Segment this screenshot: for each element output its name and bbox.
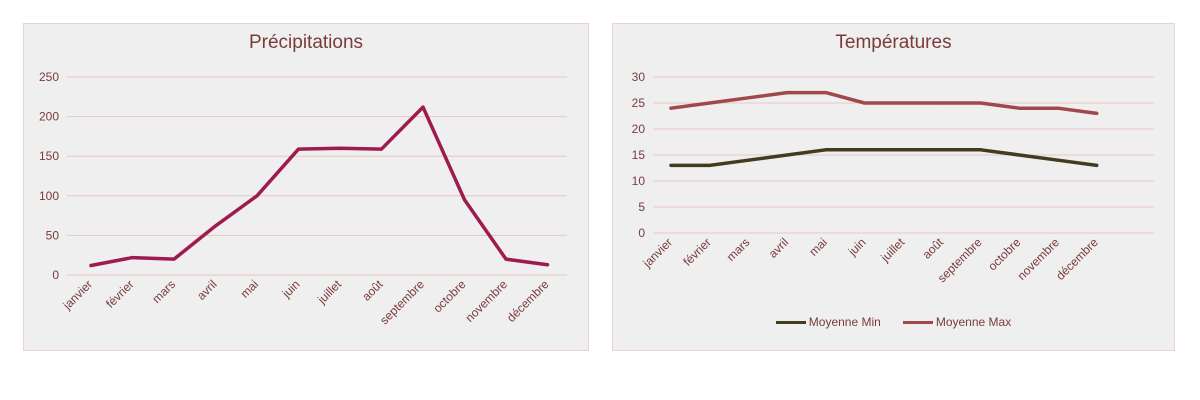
temp-data-point [901,101,905,105]
temp-x-tick-label: octobre [985,235,1023,273]
temp-y-tick-label: 0 [638,226,645,240]
temp-data-point [746,96,750,100]
legend-item-min[interactable]: Moyenne Min [775,315,881,329]
temp-x-tick-label: décembre [1053,235,1101,283]
precip-data-point [255,194,259,198]
precip-x-tick-label: novembre [462,277,510,325]
temp-data-point [746,158,750,162]
precip-x-tick-label: mars [149,277,178,306]
temp-x-tick-label: avril [766,235,791,260]
temp-data-point [1017,106,1021,110]
temperature-chart-title: Températures [835,32,952,53]
precip-y-tick-label: 150 [39,149,59,163]
temperature-chart-panel: Températures 0 5 10 15 20 25 30 janvier février m… [612,23,1175,351]
precip-data-point [380,147,383,151]
temp-y-tick-label: 15 [632,148,646,162]
temp-data-point [979,101,983,105]
precip-x-tick-label: juillet [314,277,344,307]
legend-label-max: Moyenne Max [935,315,1012,329]
legend-item-max[interactable]: Moyenne Max [902,315,1012,329]
precip-y-tick-label: 100 [39,189,59,203]
precip-x-tick-label: février [103,277,136,310]
precip-data-point [504,257,508,261]
temp-y-tick-label: 5 [638,200,645,214]
precip-data-point [131,256,134,260]
temp-x-tick-label: mars [724,235,753,264]
precip-y-tick-label: 200 [39,110,59,124]
temp-data-point [669,106,673,110]
precip-data-point [89,263,93,267]
temp-data-point [979,148,983,152]
temp-x-tick-label: juin [845,235,869,259]
temp-series-line-1 [669,90,1099,116]
temp-data-point [940,101,944,105]
temp-series-line-0 [669,148,1099,168]
precip-y-tick-label: 250 [39,70,59,84]
precipitation-chart-title: Précipitations [248,32,364,53]
precip-x-tick-label: décembre [504,277,552,325]
precip-x-tick-label: août [359,277,386,304]
temp-y-tick-label: 30 [632,70,646,84]
temp-data-point [1056,158,1060,162]
precip-x-tick-label: octobre [430,277,468,315]
legend-label-min: Moyenne Min [808,315,881,329]
precip-series-line-0 [89,105,550,268]
precip-data-point [421,105,425,109]
temp-y-tick-label: 20 [632,122,646,136]
legend-swatch-min [775,320,806,324]
precip-data-point [297,147,300,151]
precip-x-tick-label: mai [238,277,262,301]
precip-x-tick-label: juin [279,277,303,301]
precip-data-point [546,263,549,267]
legend-swatch-max [902,320,933,324]
precipitation-chart-panel: Précipitations 0 50 100 150 200 250 janvier fév… [23,23,589,351]
temp-data-point [863,148,866,152]
precip-y-tick-label: 50 [46,228,60,242]
temp-data-point [669,163,673,167]
precip-data-point [214,224,217,228]
temp-data-point [708,101,712,105]
temp-data-point [1095,111,1099,115]
temp-data-point [824,91,828,95]
precip-x-tick-label: avril [194,277,219,302]
temperature-legend: Moyenne Min Moyenne Max [613,315,1174,329]
precip-data-point [172,257,176,261]
precip-data-point [463,198,466,202]
temp-data-point [824,148,828,152]
temp-data-point [785,153,789,157]
temp-data-point [1095,163,1099,167]
temp-x-tick-label: février [680,235,713,268]
temp-x-tick-label: août [920,235,947,262]
temp-data-point [785,91,789,95]
temp-data-point [1017,153,1021,157]
temp-data-point [940,148,944,152]
precip-y-tick-label: 0 [52,268,59,282]
temp-data-point [708,163,712,167]
temp-x-tick-label: janvier [640,235,676,271]
temp-data-point [863,101,866,105]
temp-y-tick-label: 10 [632,174,646,188]
precip-x-tick-label: janvier [60,277,96,313]
temp-data-point [901,148,905,152]
temp-x-tick-label: mai [806,235,830,259]
precipitation-chart: 0 50 100 150 200 250 janvier février mars avril ma… [39,70,567,327]
precip-data-point [338,146,342,150]
temp-y-tick-label: 25 [632,96,646,110]
temp-data-point [1056,106,1060,110]
temp-x-tick-label: juillet [877,235,907,265]
precip-x-tick-label: septembre [377,277,427,327]
